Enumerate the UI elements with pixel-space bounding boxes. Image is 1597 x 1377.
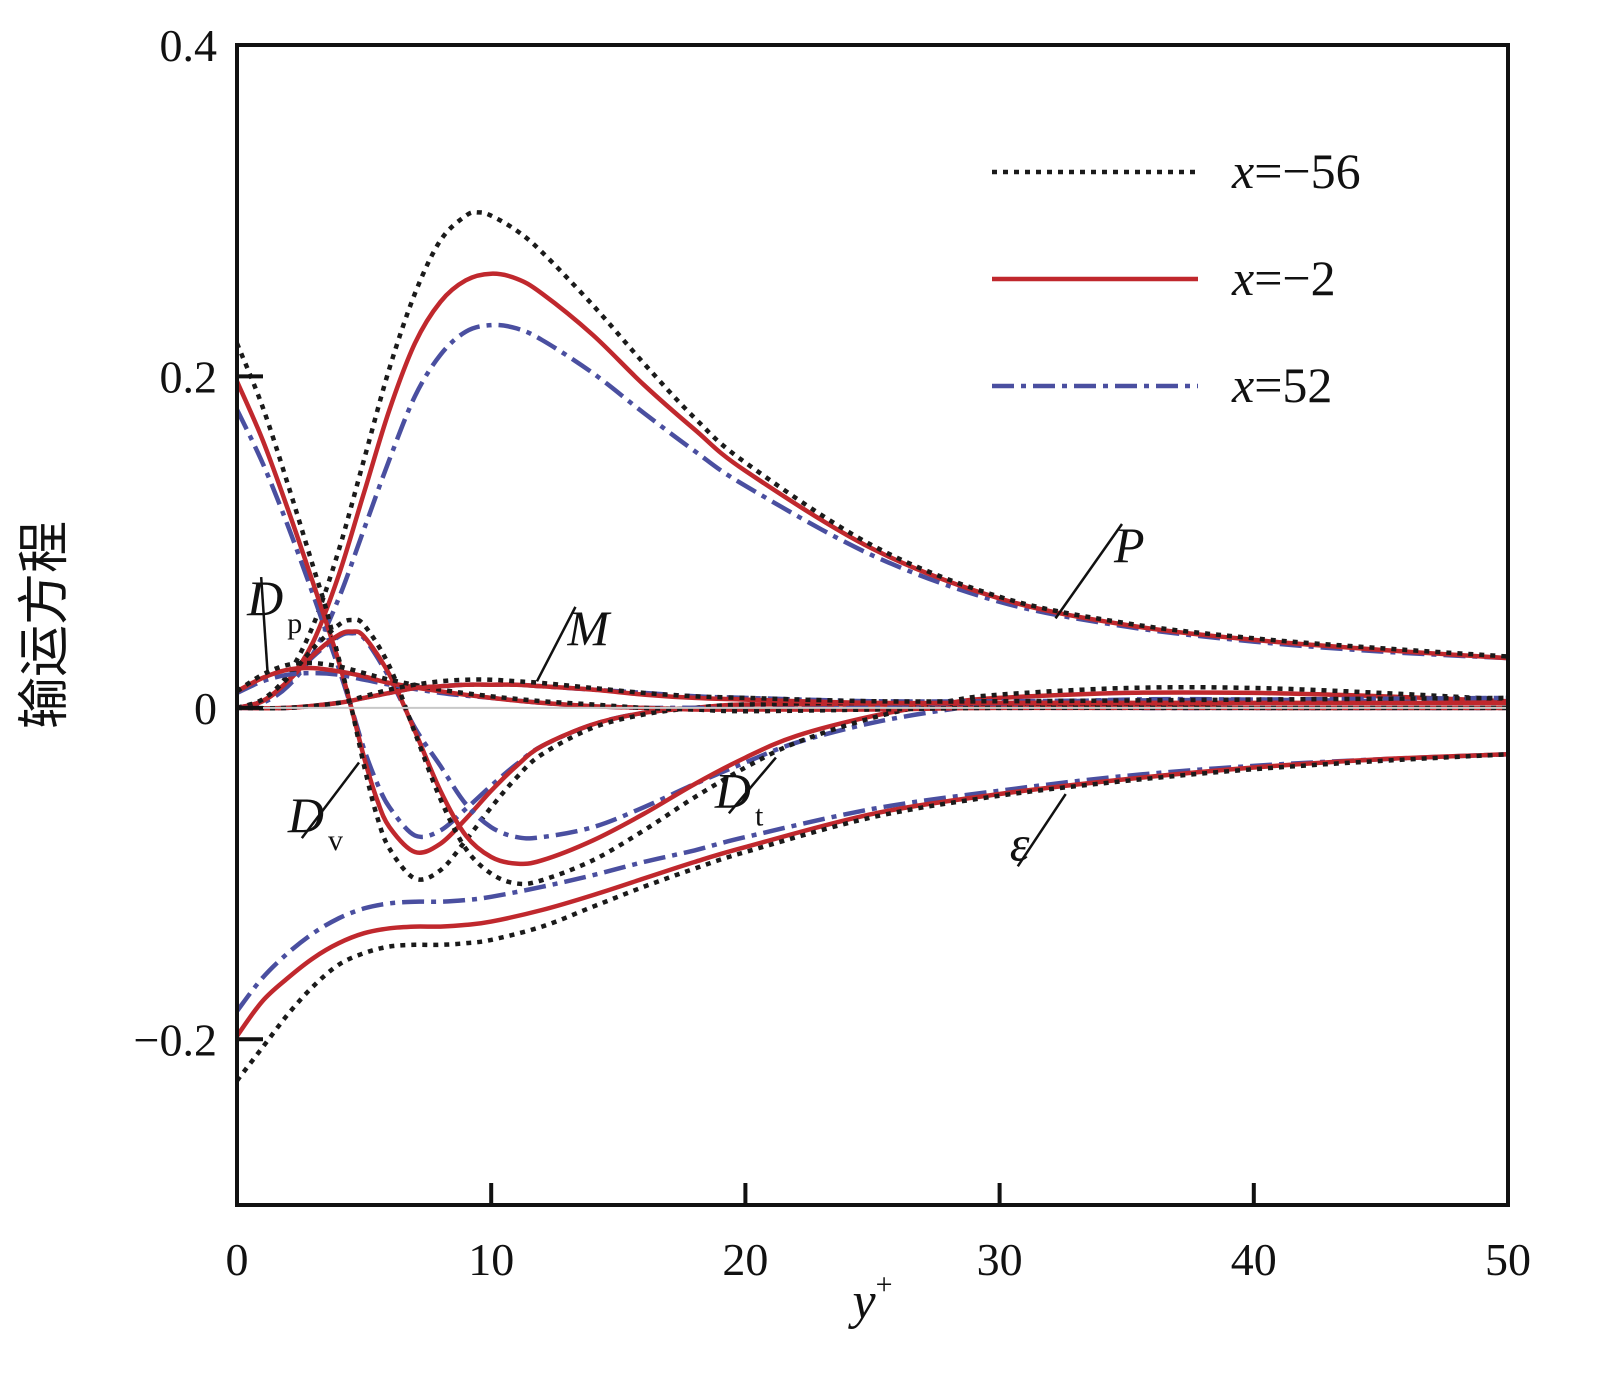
series-line-eps-dotted <box>235 752 1509 1083</box>
y-tick-label: −0.2 <box>134 1014 217 1065</box>
y-tick-label: 0 <box>194 683 217 734</box>
y-axis-label: 输运方程 <box>17 521 74 729</box>
series-line-eps-dashdot <box>235 752 1509 1013</box>
series-line-m-solid <box>236 682 1508 711</box>
series-line-eps-solid <box>235 752 1509 1038</box>
series-line-dv-solid <box>234 380 1508 855</box>
curve-labels: P M D p D v D t ε <box>246 517 1144 871</box>
axis-ticks: 0 10 20 30 40 50 −0.2 0 0.2 0.4 <box>134 20 1531 1285</box>
series-line-dv-dashdot <box>234 408 1508 840</box>
x-tick-label: 0 <box>226 1234 249 1285</box>
legend-label: x=−56 <box>1231 143 1361 199</box>
series-line-dp-dotted <box>235 660 1508 714</box>
label-leader-m <box>535 606 577 682</box>
plot-frame <box>235 43 1510 1207</box>
x-axis-label-sup: + <box>876 1268 893 1301</box>
legend: x=−56 x=−2 x=52 <box>992 143 1361 413</box>
label-leader-eps <box>1016 793 1067 868</box>
curve-label-p: P <box>1113 517 1145 573</box>
x-tick-label: 40 <box>1231 1234 1277 1285</box>
curves-layer <box>234 209 1509 1083</box>
label-leader-dt <box>727 756 777 815</box>
y-tick-label: 0.2 <box>160 351 218 402</box>
x-tick-label: 10 <box>468 1234 514 1285</box>
curve-label-eps: ε <box>1010 815 1030 871</box>
series-line-p-solid <box>236 271 1509 711</box>
x-tick-label: 20 <box>722 1234 768 1285</box>
series-line-dt-dotted <box>236 617 1509 887</box>
x-tick-label: 30 <box>977 1234 1023 1285</box>
x-axis-label-text: y <box>847 1273 876 1330</box>
curve-label-m: M <box>566 600 611 656</box>
legend-label: x=52 <box>1231 357 1332 413</box>
label-leader-dp <box>259 576 269 672</box>
series-line-dv-dotted <box>234 342 1508 882</box>
x-tick-label: 50 <box>1485 1234 1531 1285</box>
y-tick-label: 0.4 <box>160 20 218 71</box>
label-leader-p <box>1054 523 1124 620</box>
legend-label: x=−2 <box>1231 250 1336 306</box>
series-line-dt-solid <box>236 629 1509 867</box>
label-leader-dv <box>300 761 361 839</box>
x-axis-label: y+ <box>847 1268 892 1330</box>
